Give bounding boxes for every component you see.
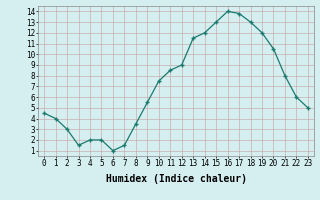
X-axis label: Humidex (Indice chaleur): Humidex (Indice chaleur) xyxy=(106,174,246,184)
